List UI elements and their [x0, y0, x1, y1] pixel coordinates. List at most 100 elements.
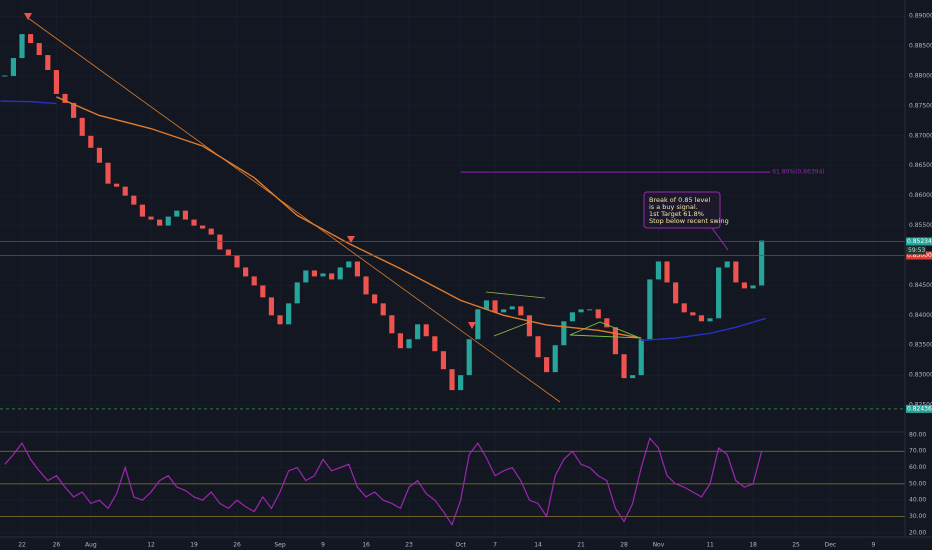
y-tick-label: 40.00 — [909, 497, 926, 504]
price-tag-label: 0.82436 — [907, 405, 932, 412]
rsi-line — [4, 436, 763, 526]
candle — [449, 369, 455, 391]
y-tick-label: 50.00 — [909, 480, 926, 487]
candle — [363, 276, 369, 295]
y-tick-label: 20.00 — [909, 529, 926, 536]
countdown-tag — [906, 246, 926, 255]
price-tag-label: 0.85234 — [907, 238, 932, 245]
candle — [612, 327, 619, 355]
candle — [286, 303, 292, 325]
candle — [294, 282, 300, 304]
x-tick-label: 9 — [321, 542, 325, 549]
y-tick-label: 70.00 — [909, 448, 926, 455]
price-tag — [906, 251, 932, 260]
candle — [191, 219, 197, 226]
grid — [0, 0, 905, 537]
candle — [268, 297, 275, 316]
x-tick-label: 25 — [792, 542, 800, 549]
candle — [483, 300, 490, 310]
x-tick-label: 7 — [493, 542, 497, 549]
candle — [122, 186, 128, 196]
candle — [587, 309, 593, 311]
candle — [354, 261, 361, 277]
price-tag — [906, 237, 932, 246]
candle — [182, 210, 189, 220]
candle — [148, 216, 154, 220]
candle — [621, 354, 627, 379]
candle — [397, 333, 404, 349]
candle — [681, 303, 687, 313]
x-tick-label: 12 — [147, 542, 155, 549]
callout-text: Break of 0.85 level — [649, 196, 710, 204]
moving-average — [0, 100, 57, 105]
candle — [673, 282, 679, 304]
y-tick-label: 0.88500 — [909, 43, 932, 50]
y-tick-label: 0.86500 — [909, 162, 932, 169]
candle — [664, 261, 670, 283]
candle — [45, 55, 51, 71]
candle — [19, 34, 25, 59]
callout: Break of 0.85 level is a buy signal. 1st… — [643, 191, 729, 229]
x-tick-label: Oct — [455, 542, 466, 549]
candle — [36, 43, 42, 56]
callout-text: 1st Target 61.8% — [649, 210, 704, 218]
candle — [200, 225, 206, 229]
x-tick-label: 18 — [749, 542, 757, 549]
x-tick-label: 22 — [18, 542, 26, 549]
candle — [96, 147, 102, 163]
x-tick-label: 11 — [706, 542, 714, 549]
candle — [466, 339, 472, 376]
candle — [432, 336, 438, 352]
candle — [544, 357, 550, 373]
candle — [10, 58, 16, 76]
y-tick-label: 0.84500 — [909, 282, 932, 289]
candle — [217, 234, 223, 250]
candle — [690, 312, 696, 316]
y-tick-label: 0.86000 — [909, 192, 932, 199]
candle — [28, 34, 34, 44]
candle — [647, 279, 653, 340]
callout-text: Stop below recent swing — [649, 217, 729, 225]
candle — [2, 75, 8, 77]
candle — [139, 204, 145, 217]
candle — [595, 309, 601, 319]
candle — [225, 249, 232, 256]
candle — [492, 300, 498, 313]
candle — [62, 93, 68, 103]
candle — [105, 162, 111, 184]
candle — [604, 318, 610, 328]
y-tick-label: 30.00 — [909, 513, 926, 520]
candle — [415, 324, 421, 340]
candle — [389, 315, 395, 334]
pattern-line — [485, 291, 546, 299]
candle — [372, 294, 378, 304]
candle — [501, 309, 507, 313]
arrow-marker — [468, 322, 476, 329]
candle — [475, 309, 481, 340]
candle — [655, 261, 662, 280]
candle — [337, 267, 343, 280]
y-tick-label: 0.83500 — [909, 342, 932, 349]
candle — [277, 315, 283, 325]
arrow-marker — [347, 236, 355, 243]
x-tick-label: 23 — [405, 542, 413, 549]
fib-label: 61.80%(0.86394) — [772, 169, 824, 176]
y-tick-label: 0.88000 — [909, 72, 932, 79]
callout-text: is a buy signal. — [649, 203, 698, 211]
candle — [759, 240, 765, 286]
candle — [303, 270, 309, 283]
candle — [578, 309, 584, 313]
y-tick-label: 0.89000 — [909, 13, 932, 20]
x-tick-label: 26 — [53, 542, 61, 549]
x-tick-label: 26 — [233, 542, 241, 549]
candle — [707, 318, 713, 322]
moving-average — [56, 96, 642, 339]
callout-pointer — [711, 227, 729, 251]
x-tick-label: 9 — [872, 542, 876, 549]
candle — [440, 351, 447, 370]
trend-line — [27, 17, 561, 403]
x-tick-label: Dec — [825, 542, 837, 549]
candle — [157, 219, 163, 226]
